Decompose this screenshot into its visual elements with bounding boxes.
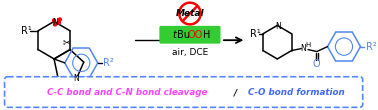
Circle shape: [59, 18, 61, 21]
Text: air, DCE: air, DCE: [172, 48, 208, 57]
Text: C-O bond formation: C-O bond formation: [248, 88, 345, 97]
Text: N: N: [276, 22, 281, 31]
Circle shape: [53, 19, 56, 22]
Text: O: O: [313, 59, 321, 69]
Text: /: /: [234, 88, 237, 97]
Text: t: t: [172, 30, 177, 40]
Text: R¹: R¹: [250, 29, 260, 39]
Text: R²: R²: [102, 58, 113, 68]
FancyBboxPatch shape: [160, 26, 220, 44]
FancyBboxPatch shape: [5, 77, 363, 107]
Text: Bu: Bu: [177, 30, 190, 40]
Circle shape: [57, 21, 60, 24]
Text: N: N: [301, 44, 306, 53]
Text: R²: R²: [366, 42, 377, 52]
FancyArrowPatch shape: [224, 37, 242, 43]
Text: Metal: Metal: [176, 9, 204, 18]
Circle shape: [54, 23, 56, 26]
Text: H: H: [305, 42, 310, 48]
Text: ✂: ✂: [63, 38, 71, 48]
Text: N: N: [73, 74, 79, 83]
Text: R¹: R¹: [21, 26, 32, 36]
Text: N: N: [52, 18, 58, 27]
Text: OO: OO: [187, 30, 203, 40]
Text: H: H: [203, 30, 210, 40]
Text: C-C bond and C-N bond cleavage: C-C bond and C-N bond cleavage: [46, 88, 207, 97]
